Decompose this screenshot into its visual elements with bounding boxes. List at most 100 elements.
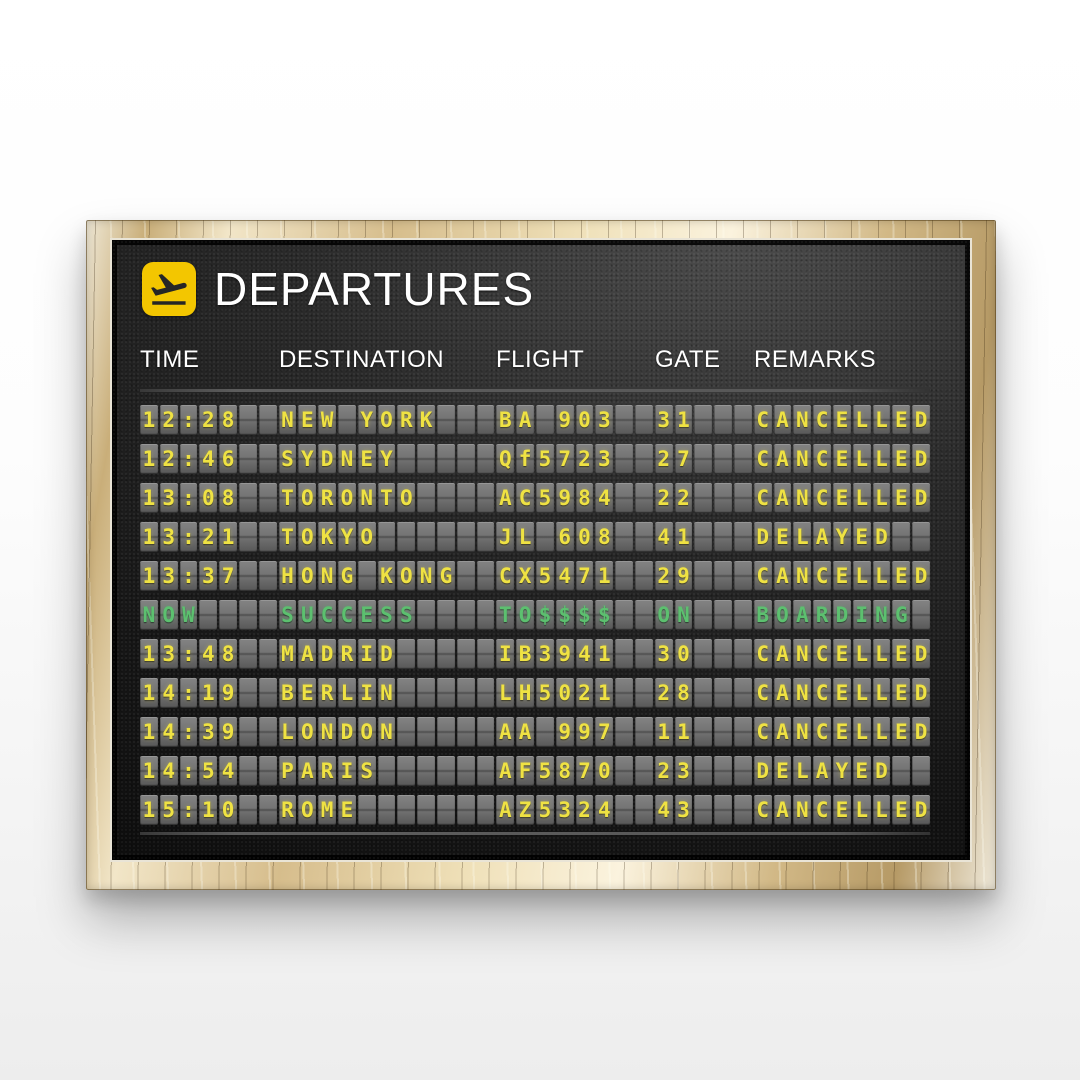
flap-cell-empty	[238, 561, 257, 591]
flap-cell-empty	[258, 444, 277, 474]
flap-cell-empty	[733, 678, 752, 708]
flap-cell-empty	[634, 639, 653, 669]
flap-cell: N	[793, 483, 812, 513]
flap-cell: A	[298, 639, 317, 669]
flap-cell: C	[753, 795, 772, 825]
flap-cell: H	[278, 561, 297, 591]
flap-cell: 2	[654, 483, 673, 513]
flap-cell-empty	[733, 639, 752, 669]
flap-cell: 9	[219, 678, 237, 708]
flap-cell-empty	[476, 600, 495, 630]
flap-cell: N	[793, 639, 812, 669]
flap-cell-empty	[694, 756, 713, 786]
flap-cell: G	[436, 561, 455, 591]
flap-cell-empty	[714, 405, 732, 435]
flap-cell-empty	[456, 444, 475, 474]
flap-cell: E	[357, 444, 376, 474]
flap-cell-empty	[456, 561, 475, 591]
flap-cell: Z	[516, 795, 534, 825]
flap-cell: A	[773, 678, 792, 708]
flap-cell-empty	[417, 522, 435, 552]
flap-cell: L	[872, 483, 891, 513]
flap-cell: C	[753, 483, 772, 513]
flap-cell: 1	[674, 405, 693, 435]
flap-cell: N	[337, 444, 356, 474]
flap-cell: Y	[298, 444, 317, 474]
flap-cell	[337, 405, 356, 435]
flap-cell: C	[813, 561, 831, 591]
flap-cell: N	[793, 717, 812, 747]
flap-cell: 4	[654, 522, 673, 552]
flap-cell: L	[872, 717, 891, 747]
flap-cell-empty	[456, 600, 475, 630]
flap-cell: N	[674, 600, 693, 630]
column-header-time: TIME	[140, 346, 200, 373]
flap-cell: C	[813, 639, 831, 669]
flap-cell-empty	[912, 756, 930, 786]
flap-cell: 9	[575, 717, 594, 747]
flap-cell-empty	[456, 639, 475, 669]
flap-cell-empty	[615, 405, 633, 435]
flap-cell-empty	[436, 444, 455, 474]
flap-cell: L	[852, 483, 871, 513]
flap-cell: 3	[199, 717, 218, 747]
flap-cell: N	[793, 678, 812, 708]
flap-cell: 2	[575, 444, 594, 474]
flap-cell: A	[516, 405, 534, 435]
flap-cell: Y	[337, 522, 356, 552]
flap-cell-empty	[714, 522, 732, 552]
flap-cell: L	[852, 717, 871, 747]
flap-cell: E	[832, 639, 851, 669]
flap-cell-empty	[634, 483, 653, 513]
flap-cell-empty	[634, 756, 653, 786]
flap-cell-empty	[615, 522, 633, 552]
flap-cell: 1	[140, 405, 158, 435]
flap-cell-empty	[615, 444, 633, 474]
flap-cell: D	[318, 639, 336, 669]
flap-cell-empty	[476, 522, 495, 552]
flap-cell: 6	[219, 444, 237, 474]
flap-cell-empty	[456, 756, 475, 786]
flap-cell: B	[496, 405, 515, 435]
flap-cell: 2	[674, 483, 693, 513]
flap-cell: E	[298, 678, 317, 708]
flap-cell: 9	[555, 405, 574, 435]
flap-cell: D	[753, 522, 772, 552]
column-header-flight: FLIGHT	[496, 346, 585, 373]
flap-cell: W	[318, 405, 336, 435]
flap-cell: Y	[357, 405, 376, 435]
flap-cell: C	[753, 444, 772, 474]
flap-cell-empty	[714, 639, 732, 669]
flap-cell: C	[813, 717, 831, 747]
flap-cell-empty	[436, 756, 455, 786]
flap-cell-empty	[615, 483, 633, 513]
flap-cell: B	[753, 600, 772, 630]
flap-cell-empty	[733, 522, 752, 552]
flap-cell-empty	[258, 600, 277, 630]
flap-cell: B	[516, 639, 534, 669]
flap-cell-empty	[397, 639, 416, 669]
departure-board: DEPARTURES TIME DESTINATION FLIGHT GATE REMA…	[112, 240, 970, 860]
flap-cell: 4	[595, 795, 614, 825]
flap-cell-empty	[417, 483, 435, 513]
flap-cell: I	[337, 756, 356, 786]
flap-cell: I	[357, 639, 376, 669]
flap-cell: :	[179, 444, 198, 474]
flap-cell: J	[496, 522, 515, 552]
flap-cell-empty	[476, 717, 495, 747]
flap-cell: I	[852, 600, 871, 630]
flap-cell: 7	[575, 756, 594, 786]
flap-cell: 2	[159, 405, 178, 435]
flap-cell: S	[278, 444, 297, 474]
flap-cell: A	[516, 717, 534, 747]
flap-cell-empty	[417, 639, 435, 669]
flap-cell-empty	[436, 717, 455, 747]
flap-cell-empty	[417, 444, 435, 474]
flap-cell-empty	[417, 678, 435, 708]
flap-cell: Y	[377, 444, 396, 474]
flap-cell: :	[179, 717, 198, 747]
flap-cell: E	[892, 639, 911, 669]
flap-cell: O	[357, 522, 376, 552]
flap-cell: L	[852, 405, 871, 435]
flap-cell: D	[912, 639, 930, 669]
